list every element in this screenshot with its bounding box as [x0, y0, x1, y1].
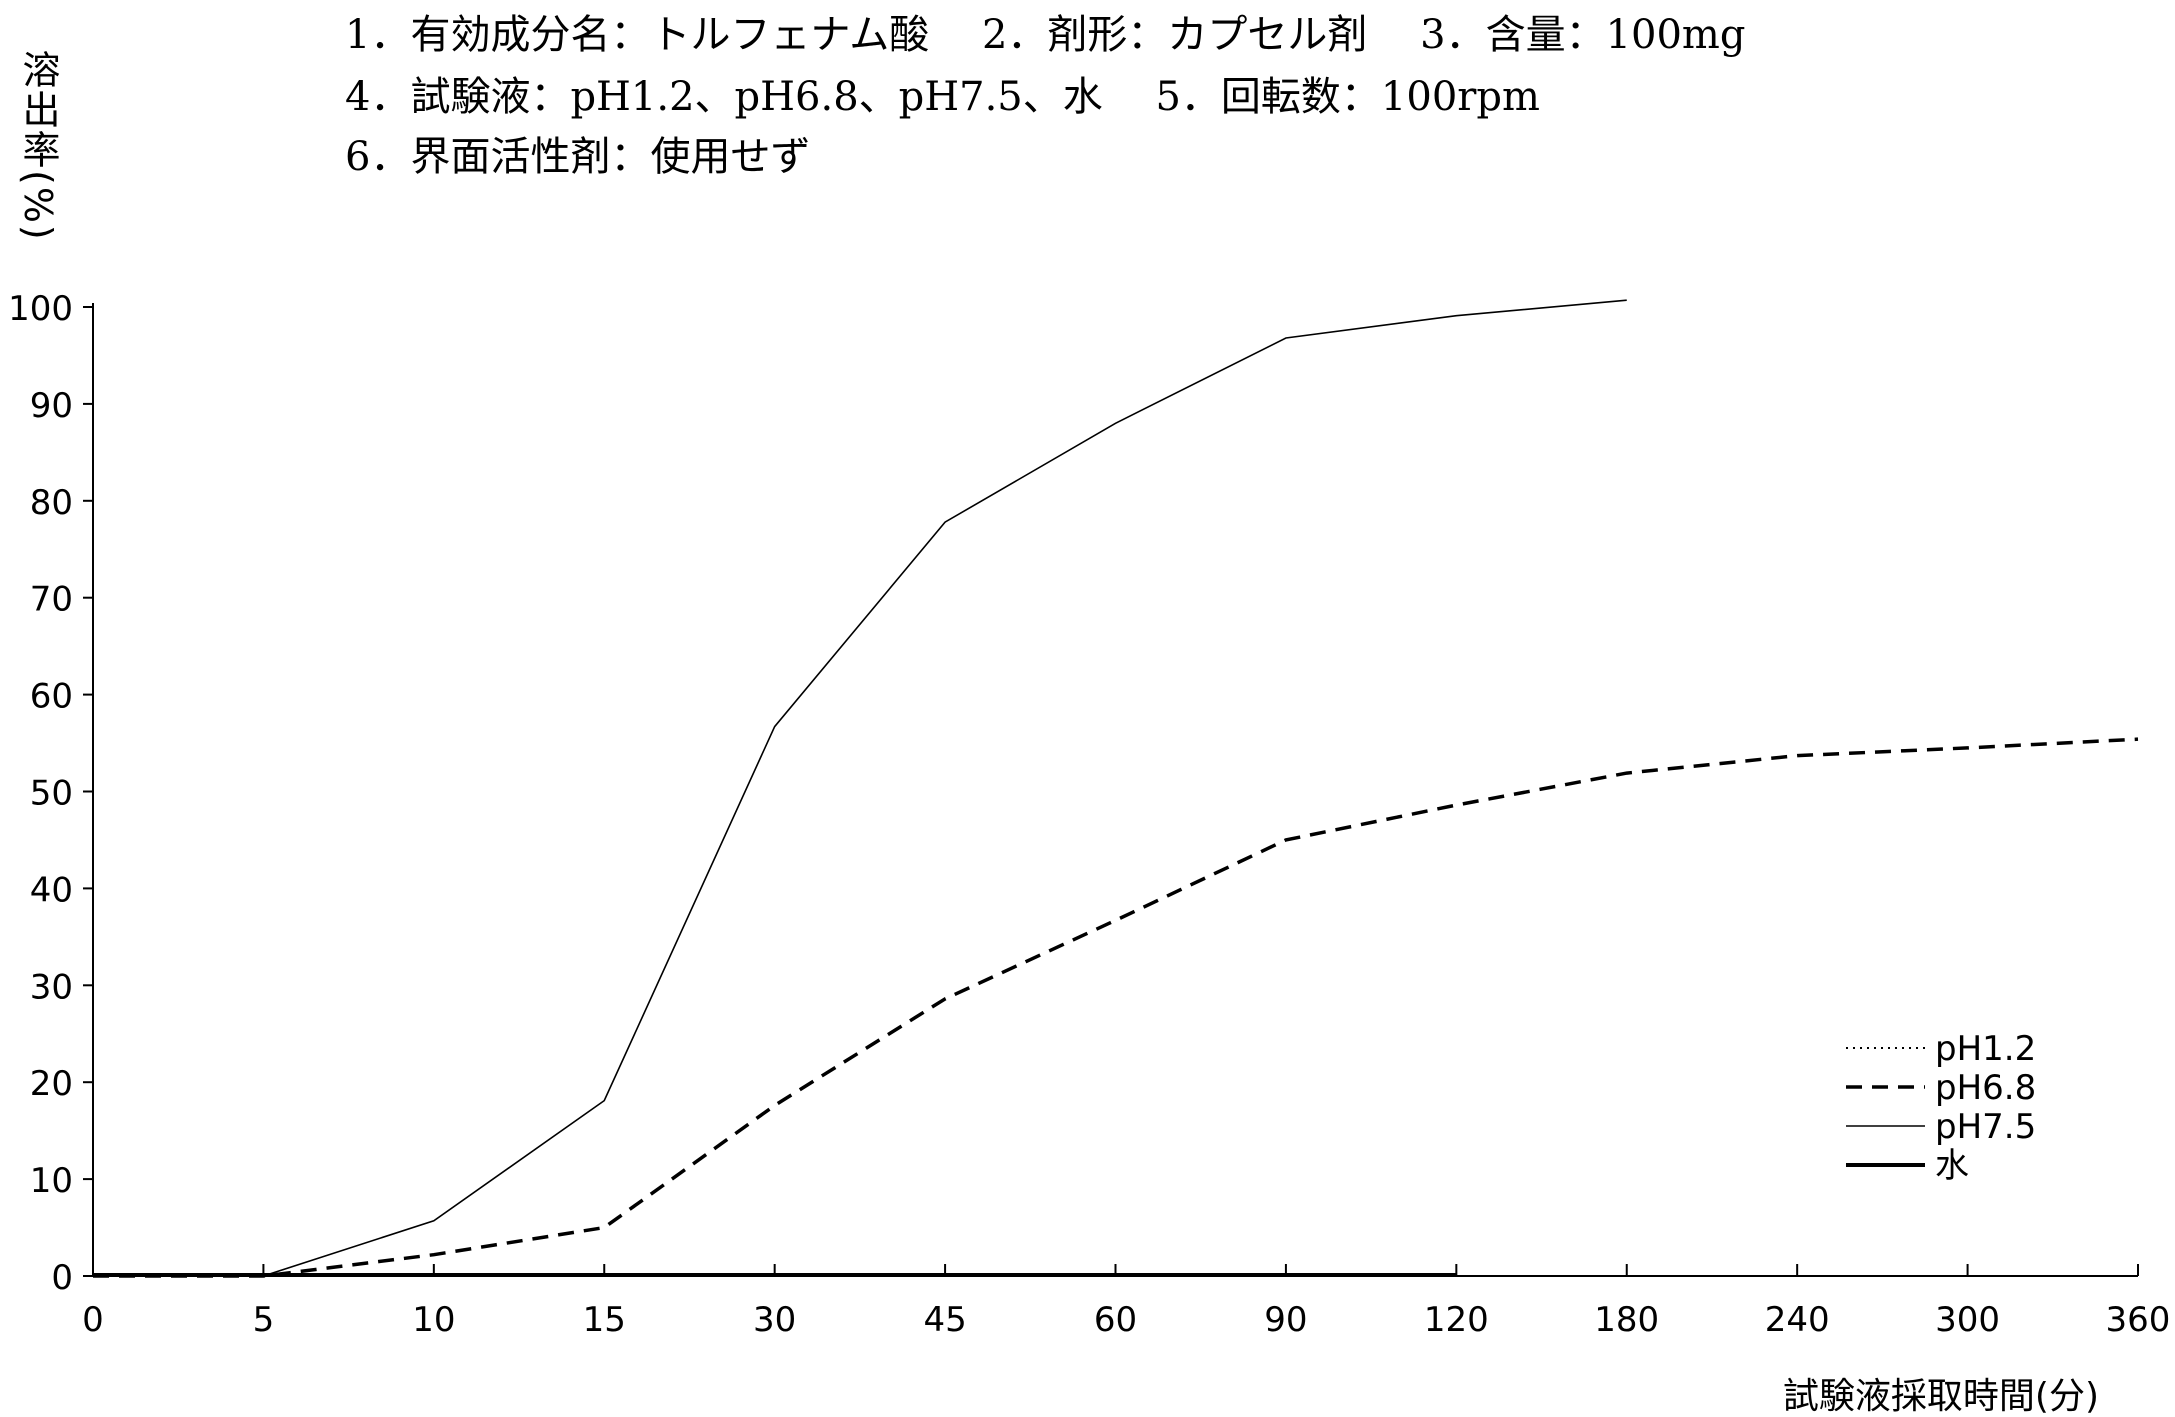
- condition-line-3: 6．界面活性剤：使用せず: [345, 134, 811, 180]
- x-tick-label: 10: [412, 1300, 455, 1340]
- x-tick-label: 180: [1594, 1300, 1659, 1340]
- y-tick-label: 40: [30, 870, 73, 910]
- x-tick-label: 240: [1765, 1300, 1830, 1340]
- y-tick-label: 80: [30, 483, 73, 523]
- y-tick-label: 90: [30, 386, 73, 426]
- x-tick-label: 15: [583, 1300, 626, 1340]
- series-line-pH6.8: [93, 737, 2139, 1278]
- y-tick-label: 0: [51, 1258, 73, 1298]
- x-tick-label: 90: [1264, 1300, 1307, 1340]
- x-tick-label: 360: [2106, 1300, 2171, 1340]
- x-tick-label: 0: [82, 1300, 104, 1340]
- series-line-pH7.5: [93, 299, 1627, 1277]
- x-axis-label: 試験液採取時間(分): [1783, 1376, 2099, 1417]
- x-tick-label: 120: [1424, 1300, 1489, 1340]
- y-tick-label: 100: [8, 289, 73, 329]
- y-axis-label: 溶出率(%): [16, 50, 60, 242]
- x-tick-label: 5: [253, 1300, 275, 1340]
- y-tick-label: 20: [30, 1064, 73, 1104]
- x-tick-label: 30: [753, 1300, 796, 1340]
- y-tick-label: 70: [30, 580, 73, 620]
- x-tick-label: 300: [1935, 1300, 2000, 1340]
- condition-line-2: 4．試験液：pH1.2、pH6.8、pH7.5、水 5．回転数：100rpm: [345, 74, 1540, 120]
- legend-label: pH6.8: [1935, 1068, 2036, 1108]
- x-tick-label: 60: [1094, 1300, 1137, 1340]
- y-tick-label: 30: [30, 967, 73, 1007]
- legend-label: pH1.2: [1935, 1029, 2036, 1069]
- condition-line-1: 1．有効成分名：トルフェナム酸 2．剤形：カプセル剤 3．含量：100mg: [345, 12, 1746, 58]
- x-tick-label: 45: [923, 1300, 966, 1340]
- y-tick-label: 10: [30, 1161, 73, 1201]
- y-tick-label: 60: [30, 677, 73, 717]
- legend-label: 水: [1935, 1146, 1969, 1186]
- legend-label: pH7.5: [1935, 1107, 2036, 1147]
- y-tick-label: 50: [30, 774, 73, 814]
